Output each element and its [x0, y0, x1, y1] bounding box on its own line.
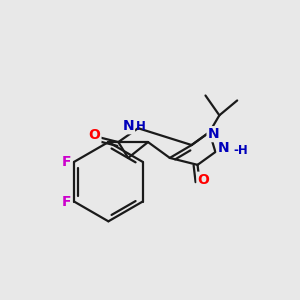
Text: F: F: [61, 194, 71, 208]
Text: O: O: [88, 128, 101, 142]
Text: H: H: [136, 120, 146, 133]
Text: N: N: [218, 141, 229, 155]
Text: -H: -H: [233, 143, 248, 157]
Text: N: N: [208, 127, 219, 141]
Text: F: F: [61, 155, 71, 169]
Text: N: N: [122, 119, 134, 133]
Text: O: O: [198, 173, 209, 187]
